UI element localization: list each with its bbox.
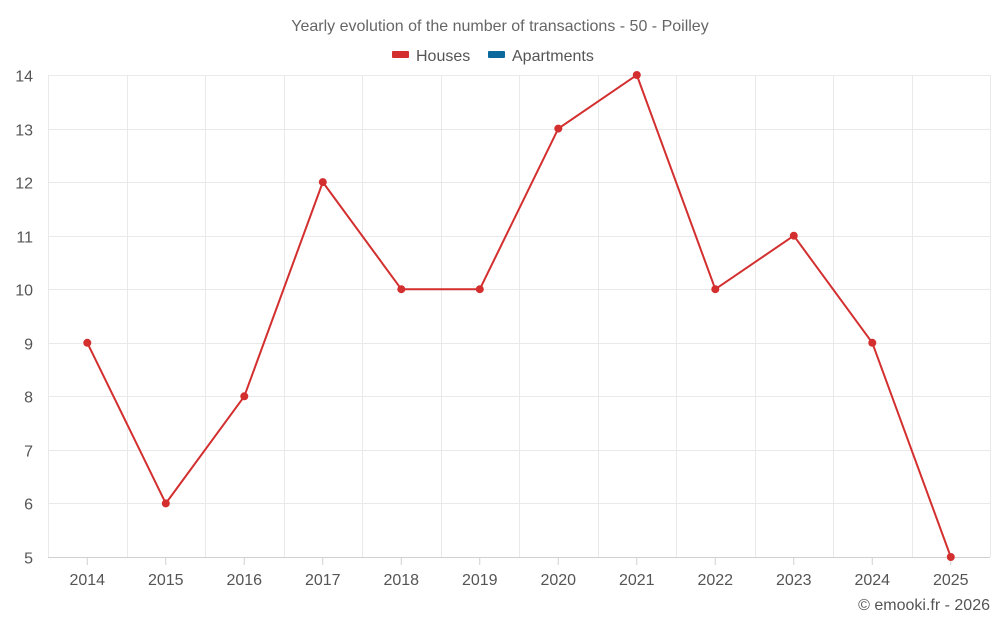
y-tick-label: 7 xyxy=(24,444,33,461)
data-point-houses-2020[interactable] xyxy=(554,124,563,133)
x-tick-label: 2025 xyxy=(933,572,969,589)
legend-item-apartments[interactable]: Apartments xyxy=(488,48,594,65)
legend-item-houses[interactable]: Houses xyxy=(392,48,470,65)
legend-swatch-apartments xyxy=(488,51,505,58)
y-tick-label: 14 xyxy=(15,69,33,86)
x-tick-label: 2019 xyxy=(462,572,498,589)
data-point-houses-2021[interactable] xyxy=(632,71,641,79)
series-layer xyxy=(83,71,955,561)
x-tick-label: 2014 xyxy=(69,572,105,589)
x-tick-label: 2018 xyxy=(383,572,419,589)
x-tick-label: 2015 xyxy=(148,572,184,589)
data-point-houses-2023[interactable] xyxy=(789,231,798,240)
x-axis-ticks: 2014 2015 2016 2017 2018 2019 2020 2021 2022 2023… xyxy=(69,557,969,589)
legend-swatch-houses xyxy=(392,51,409,58)
y-tick-label: 8 xyxy=(24,390,33,407)
legend: Houses Apartments xyxy=(392,48,594,65)
y-tick-label: 11 xyxy=(16,230,33,247)
series-line-houses xyxy=(86,74,952,558)
legend-label-apartments: Apartments xyxy=(512,48,594,65)
legend-label-houses: Houses xyxy=(416,48,470,65)
y-tick-label: 5 xyxy=(24,551,33,568)
y-tick-label: 9 xyxy=(24,337,33,354)
y-tick-label: 6 xyxy=(24,497,33,514)
data-point-houses-2015[interactable] xyxy=(161,499,170,508)
grid xyxy=(48,75,991,557)
x-tick-label: 2020 xyxy=(540,572,576,589)
data-point-houses-2018[interactable] xyxy=(397,285,406,294)
y-axis-ticks: 5 6 7 8 9 10 11 12 13 14 xyxy=(15,69,33,568)
data-point-houses-2016[interactable] xyxy=(240,392,249,401)
x-tick-label: 2016 xyxy=(226,572,262,589)
x-tick-label: 2017 xyxy=(305,572,341,589)
data-point-houses-2017[interactable] xyxy=(318,178,327,187)
y-tick-label: 13 xyxy=(15,123,33,140)
y-tick-label: 10 xyxy=(15,283,33,300)
data-point-houses-2014[interactable] xyxy=(83,338,92,347)
data-point-houses-2019[interactable] xyxy=(475,285,484,294)
credit-text: © emooki.fr - 2026 xyxy=(858,597,990,614)
chart-title: Yearly evolution of the number of transa… xyxy=(291,18,708,35)
data-point-houses-2024[interactable] xyxy=(868,338,877,347)
y-tick-label: 12 xyxy=(15,176,33,193)
x-tick-label: 2024 xyxy=(854,572,890,589)
x-tick-label: 2023 xyxy=(776,572,812,589)
data-point-houses-2025[interactable] xyxy=(946,553,955,561)
data-point-houses-2022[interactable] xyxy=(711,285,720,294)
x-tick-label: 2021 xyxy=(619,572,655,589)
x-tick-label: 2022 xyxy=(697,572,733,589)
